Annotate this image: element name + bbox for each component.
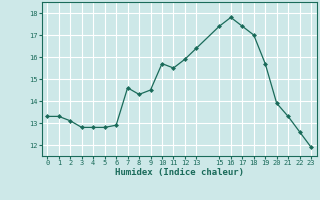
X-axis label: Humidex (Indice chaleur): Humidex (Indice chaleur) bbox=[115, 168, 244, 177]
